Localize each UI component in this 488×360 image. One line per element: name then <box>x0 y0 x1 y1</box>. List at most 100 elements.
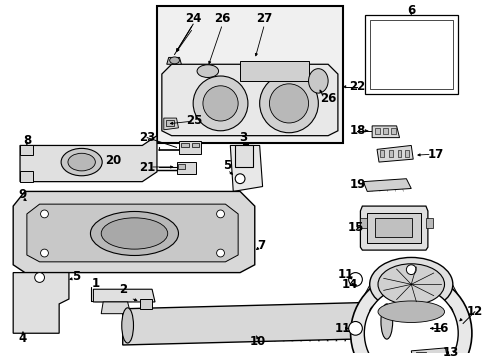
Bar <box>240 61 308 81</box>
Polygon shape <box>27 204 238 262</box>
Bar <box>369 20 452 89</box>
Polygon shape <box>360 206 427 250</box>
Bar <box>192 143 199 147</box>
Polygon shape <box>13 192 254 273</box>
Polygon shape <box>20 171 33 182</box>
Circle shape <box>203 86 238 121</box>
Text: 1: 1 <box>91 277 99 290</box>
Polygon shape <box>230 145 262 192</box>
Bar <box>157 6 342 143</box>
Text: 7: 7 <box>257 239 265 252</box>
Bar <box>405 150 408 157</box>
Text: 11: 11 <box>337 268 353 281</box>
Bar <box>235 145 252 167</box>
Circle shape <box>193 76 247 131</box>
Ellipse shape <box>68 153 95 171</box>
Circle shape <box>406 265 415 275</box>
Bar <box>365 15 457 94</box>
Polygon shape <box>20 136 157 182</box>
Bar <box>165 120 173 126</box>
Text: 21: 21 <box>139 161 155 175</box>
Text: 26: 26 <box>214 12 230 25</box>
Polygon shape <box>13 273 69 333</box>
Circle shape <box>235 174 244 184</box>
Text: 4: 4 <box>19 332 27 345</box>
Text: 27: 27 <box>256 12 272 25</box>
Bar <box>176 162 196 174</box>
Polygon shape <box>360 218 366 228</box>
Ellipse shape <box>197 65 218 77</box>
Polygon shape <box>166 58 181 64</box>
Polygon shape <box>101 302 130 314</box>
Text: 23: 23 <box>139 131 155 144</box>
Circle shape <box>41 249 48 257</box>
Ellipse shape <box>380 304 392 339</box>
Ellipse shape <box>90 211 178 256</box>
Polygon shape <box>163 118 178 130</box>
Bar <box>388 150 392 157</box>
Polygon shape <box>93 289 155 302</box>
Polygon shape <box>363 179 410 192</box>
Circle shape <box>269 84 308 123</box>
Circle shape <box>348 273 362 286</box>
Text: 6: 6 <box>407 4 414 17</box>
Ellipse shape <box>377 264 444 305</box>
Text: 20: 20 <box>104 154 121 167</box>
Bar <box>415 352 425 357</box>
Ellipse shape <box>308 69 327 93</box>
Circle shape <box>259 74 318 133</box>
Text: 16: 16 <box>431 322 448 335</box>
Ellipse shape <box>369 297 452 327</box>
Text: 9: 9 <box>19 188 27 201</box>
Ellipse shape <box>61 148 102 176</box>
Circle shape <box>364 286 457 360</box>
Circle shape <box>41 210 48 218</box>
Text: 17: 17 <box>427 148 443 161</box>
Text: 10: 10 <box>249 334 265 347</box>
Polygon shape <box>20 145 33 155</box>
Bar <box>374 128 379 134</box>
Text: 13: 13 <box>441 346 458 359</box>
Text: 26: 26 <box>319 92 336 105</box>
Polygon shape <box>376 145 412 162</box>
Ellipse shape <box>169 57 179 64</box>
Polygon shape <box>410 348 447 360</box>
Circle shape <box>348 321 362 335</box>
Bar <box>382 128 387 134</box>
Text: 2: 2 <box>119 283 126 296</box>
Text: 5: 5 <box>223 158 231 171</box>
Circle shape <box>216 249 224 257</box>
Polygon shape <box>162 64 337 136</box>
Ellipse shape <box>377 301 444 323</box>
Text: 22: 22 <box>348 80 365 93</box>
Text: 25: 25 <box>185 114 202 127</box>
Text: 8: 8 <box>23 134 31 147</box>
Circle shape <box>350 273 471 360</box>
Polygon shape <box>122 302 391 345</box>
Bar <box>397 150 401 157</box>
Bar <box>140 299 152 309</box>
Bar <box>179 140 201 154</box>
Text: 18: 18 <box>348 124 365 137</box>
Text: 5: 5 <box>72 270 80 283</box>
Text: 15: 15 <box>346 221 363 234</box>
Text: 14: 14 <box>341 278 357 291</box>
Bar <box>178 164 185 169</box>
Text: 3: 3 <box>239 131 246 144</box>
Bar <box>390 128 395 134</box>
Text: 12: 12 <box>466 305 482 318</box>
Polygon shape <box>425 218 432 228</box>
Bar <box>181 143 189 147</box>
Circle shape <box>216 210 224 218</box>
Bar <box>374 218 411 237</box>
Text: 24: 24 <box>184 12 201 25</box>
Ellipse shape <box>101 218 167 249</box>
Bar <box>379 150 383 157</box>
Text: 11: 11 <box>334 322 350 335</box>
Bar <box>366 213 420 243</box>
Polygon shape <box>371 126 399 138</box>
Ellipse shape <box>369 257 452 311</box>
Ellipse shape <box>122 308 133 343</box>
Text: 19: 19 <box>348 178 365 191</box>
Circle shape <box>35 273 44 282</box>
